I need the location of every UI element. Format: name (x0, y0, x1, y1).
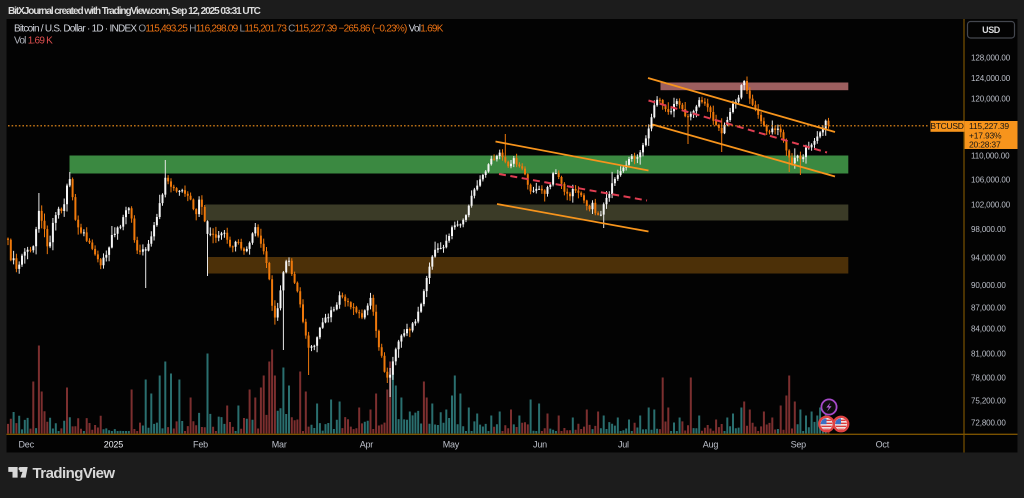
svg-text:20:28:37: 20:28:37 (969, 140, 1001, 150)
svg-text:Vol 1.69 K: Vol 1.69 K (14, 36, 53, 47)
svg-text:Dec: Dec (18, 440, 34, 450)
svg-text:90,000.00: 90,000.00 (971, 281, 1006, 290)
svg-text:98,000.00: 98,000.00 (971, 225, 1006, 234)
svg-text:Bitcoin / U.S. Dollar · 1D · I: Bitcoin / U.S. Dollar · 1D · INDEX O115,… (14, 24, 444, 35)
svg-text:BTCUSD: BTCUSD (930, 121, 963, 131)
svg-text:75,200.00: 75,200.00 (971, 397, 1006, 406)
svg-text:124,000.00: 124,000.00 (971, 74, 1011, 83)
svg-text:87,000.00: 87,000.00 (971, 303, 1006, 312)
svg-text:USD: USD (982, 25, 1001, 35)
svg-text:May: May (443, 440, 460, 450)
svg-text:Apr: Apr (360, 440, 374, 450)
svg-text:Feb: Feb (193, 440, 208, 450)
svg-text:Jul: Jul (618, 440, 629, 450)
svg-text:78,000.00: 78,000.00 (971, 374, 1006, 383)
svg-text:106,000.00: 106,000.00 (971, 176, 1011, 185)
svg-text:72,800.00: 72,800.00 (971, 418, 1006, 427)
svg-text:BitXJournal created with Tradi: BitXJournal created with TradingView.com… (8, 6, 261, 17)
svg-text:128,000.00: 128,000.00 (971, 54, 1011, 63)
svg-text:Oct: Oct (876, 440, 890, 450)
svg-text:+17.93%: +17.93% (969, 130, 1002, 140)
svg-text:94,000.00: 94,000.00 (971, 253, 1006, 262)
svg-text:TradingView: TradingView (33, 465, 116, 482)
svg-text:110,000.00: 110,000.00 (971, 152, 1010, 161)
svg-text:Sep: Sep (791, 440, 807, 450)
svg-text:84,000.00: 84,000.00 (971, 325, 1006, 334)
svg-text:102,000.00: 102,000.00 (971, 200, 1011, 209)
svg-text:115,227.39: 115,227.39 (969, 121, 1009, 131)
svg-text:81,000.00: 81,000.00 (971, 349, 1006, 358)
svg-text:Mar: Mar (272, 440, 287, 450)
svg-text:Jun: Jun (533, 440, 547, 450)
svg-text:120,000.00: 120,000.00 (971, 95, 1011, 104)
svg-text:Aug: Aug (703, 440, 719, 450)
svg-text:2025: 2025 (104, 440, 123, 450)
